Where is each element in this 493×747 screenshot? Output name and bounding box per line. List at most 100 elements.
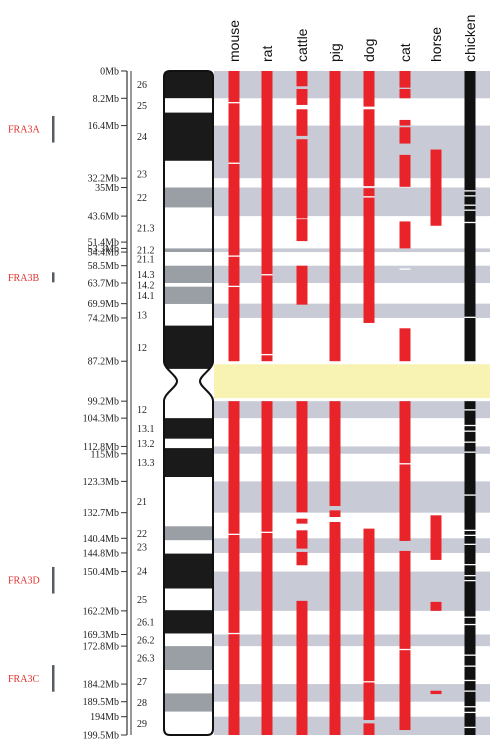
grey-stripe bbox=[214, 71, 490, 99]
ideogram-band bbox=[164, 286, 213, 304]
scale-tick-label: 162.2Mb bbox=[83, 606, 119, 617]
chicken-breakpoint bbox=[464, 623, 476, 626]
band-label: 13.1 bbox=[137, 424, 155, 435]
band-label: 21.1 bbox=[137, 254, 155, 265]
cattle-segment bbox=[296, 139, 308, 219]
cat-segment bbox=[399, 550, 411, 731]
scale-tick-label: 32.2Mb bbox=[88, 174, 119, 185]
chicken-breakpoint bbox=[464, 209, 476, 211]
band-label: 14.2 bbox=[137, 280, 155, 291]
fragile-site-label: FRA3C bbox=[8, 674, 39, 685]
chromosome-ideogram bbox=[163, 70, 214, 736]
scale-tick-label: 169.3Mb bbox=[83, 630, 119, 641]
fragile-site-marker bbox=[52, 665, 55, 692]
band-label: 22 bbox=[137, 193, 147, 204]
horse-segment bbox=[430, 515, 442, 560]
scale-tick-label: 150.4Mb bbox=[83, 567, 119, 578]
dog-segment bbox=[363, 188, 375, 323]
species-label-dog: dog bbox=[361, 39, 377, 62]
scale-tick-label: 104.3Mb bbox=[83, 414, 119, 425]
mouse-segment bbox=[228, 71, 240, 362]
ideogram-band bbox=[164, 265, 213, 284]
ideogram-band bbox=[164, 610, 213, 634]
scale-tick-label: 74.2Mb bbox=[88, 313, 119, 324]
chicken-breakpoint bbox=[464, 579, 476, 582]
band-label: 21.2 bbox=[137, 246, 155, 257]
cat-segment bbox=[399, 88, 411, 99]
cat-segment bbox=[399, 71, 411, 88]
band-label: 23 bbox=[137, 170, 147, 181]
chicken-breakpoint bbox=[464, 543, 476, 545]
band-label: 27 bbox=[137, 677, 147, 688]
cat-segment bbox=[399, 401, 411, 541]
dog-breakpoint bbox=[363, 681, 375, 683]
chicken-segment bbox=[464, 401, 476, 735]
scale-tick-label: 115Mb bbox=[90, 449, 119, 460]
cattle-segment bbox=[296, 551, 308, 566]
grey-stripe bbox=[214, 634, 490, 647]
ideogram-band bbox=[164, 438, 213, 449]
band-label: 13 bbox=[137, 310, 147, 321]
band-label: 14.3 bbox=[137, 270, 155, 281]
ideogram-band bbox=[164, 160, 213, 188]
chicken-breakpoint bbox=[464, 563, 476, 566]
cattle-segment bbox=[296, 219, 308, 242]
chicken-breakpoint bbox=[464, 409, 476, 411]
chicken-breakpoint bbox=[464, 616, 476, 618]
ideogram-band bbox=[164, 633, 213, 647]
mouse-breakpoint bbox=[228, 102, 240, 104]
chicken-breakpoint bbox=[464, 441, 476, 443]
scale-tick-label: 53.3Mb bbox=[88, 244, 119, 255]
conserved-region-stripes bbox=[214, 71, 490, 735]
cattle-segment bbox=[296, 88, 308, 105]
cat-segment bbox=[399, 154, 411, 187]
ideogram-band bbox=[164, 693, 213, 712]
dog-segment bbox=[363, 109, 375, 187]
ideogram-band bbox=[164, 187, 213, 208]
chicken-breakpoint bbox=[464, 494, 476, 496]
cattle-segment bbox=[296, 518, 308, 524]
scale-tick-label: 112.8Mb bbox=[83, 442, 119, 453]
grey-stripe bbox=[214, 481, 490, 513]
fragile-site-marker bbox=[52, 272, 55, 283]
band-label: 26.3 bbox=[137, 654, 155, 665]
scale-tick-label: 63.7Mb bbox=[88, 279, 119, 290]
chicken-breakpoint bbox=[464, 690, 476, 692]
horse-segment bbox=[430, 149, 442, 226]
ideogram-band bbox=[164, 711, 213, 735]
chicken-breakpoint bbox=[464, 711, 476, 714]
pig-segment bbox=[329, 71, 341, 362]
chicken-breakpoint bbox=[464, 221, 476, 224]
fragile-site-marker bbox=[52, 566, 55, 594]
scale-tick-label: 87.2Mb bbox=[88, 357, 119, 368]
ideogram-band bbox=[164, 588, 213, 611]
ideogram-band bbox=[164, 553, 213, 589]
scale-tick-label: 43.6Mb bbox=[88, 212, 119, 223]
scale-tick-label: 140.4Mb bbox=[83, 534, 119, 545]
scale-tick-label: 144.8Mb bbox=[83, 548, 119, 559]
scale-tick-label: 16.4Mb bbox=[88, 121, 119, 132]
horse-segment bbox=[430, 601, 442, 611]
ideogram-band bbox=[164, 252, 213, 266]
scale-tick-label: 132.7Mb bbox=[83, 508, 119, 519]
band-label: 13.3 bbox=[137, 458, 155, 469]
scale-tick-label: 58.5Mb bbox=[88, 261, 119, 272]
grey-stripe bbox=[214, 303, 490, 318]
species-label-cattle: cattle bbox=[294, 28, 310, 62]
grey-stripe bbox=[214, 187, 490, 217]
band-label: 14.1 bbox=[137, 291, 155, 302]
dog-segment bbox=[363, 528, 375, 721]
rat-breakpoint bbox=[261, 274, 273, 276]
band-label: 25 bbox=[137, 595, 147, 606]
mouse-breakpoint bbox=[228, 632, 240, 635]
ideogram-bands bbox=[164, 71, 213, 735]
rat-breakpoint bbox=[261, 531, 273, 534]
grey-stripe bbox=[214, 571, 490, 611]
ideogram-band bbox=[164, 418, 213, 439]
chicken-breakpoint bbox=[464, 654, 476, 656]
pig-segment bbox=[329, 401, 341, 507]
ideogram-band bbox=[164, 325, 213, 369]
dog-breakpoint bbox=[363, 196, 375, 198]
band-labels: 26 25 24 23 22 21.3 21.221.1 14.314.214.1 13 12 12… bbox=[137, 80, 155, 730]
scale-tick-label: 99.2Mb bbox=[88, 397, 119, 408]
